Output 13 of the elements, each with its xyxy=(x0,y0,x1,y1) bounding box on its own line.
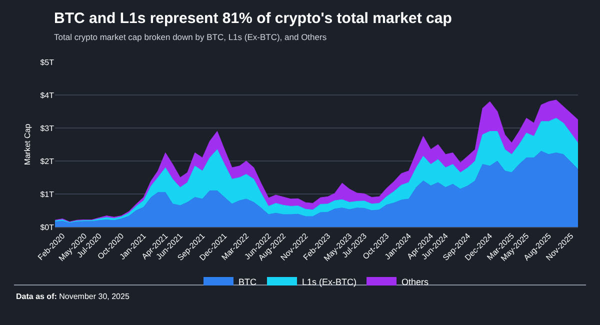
text: Data as of: November 30, 2025 xyxy=(16,292,130,301)
y-tick-label: $3T xyxy=(40,124,54,133)
chart-title: BTC and L1s represent 81% of crypto's total market cap xyxy=(54,10,452,27)
y-tick-label: $0T xyxy=(40,222,54,232)
legend-label: Others xyxy=(402,277,430,288)
chart-subtitle: Total crypto market cap broken down by BTC, L1s (Ex-BTC), and Others xyxy=(54,32,327,42)
y-tick-label: $5T xyxy=(40,58,54,67)
y-tick-label: $4T xyxy=(40,90,54,100)
y-axis-title: Market Cap xyxy=(22,123,32,166)
y-tick-label: $1T xyxy=(40,190,54,199)
legend-label: BTC xyxy=(238,277,257,288)
legend-label: L1s (Ex-BTC) xyxy=(302,277,357,288)
y-tick-label: $2T xyxy=(40,156,54,166)
